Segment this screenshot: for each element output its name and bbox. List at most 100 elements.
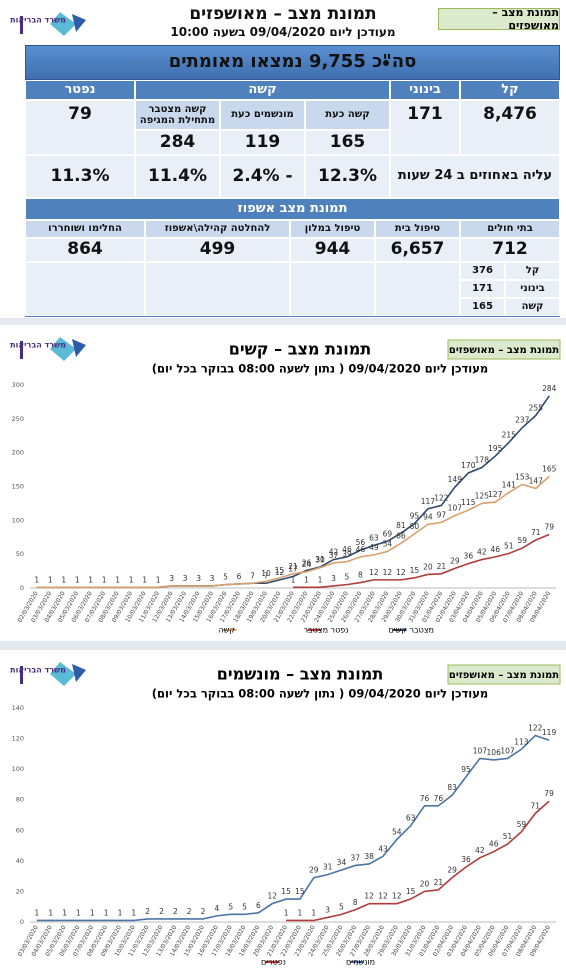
y-tick-label: 250 [12, 415, 24, 423]
data-label: 1 [129, 575, 134, 584]
data-label: 12 [369, 568, 379, 577]
data-label: 215 [502, 431, 517, 440]
data-label: 1 [75, 575, 80, 584]
legend-label: נפטרים [261, 958, 286, 967]
data-label: 6 [237, 572, 242, 581]
data-label: 29 [309, 866, 319, 875]
data-label: 3 [196, 574, 201, 583]
data-label: 107 [473, 746, 488, 755]
data-label: 3 [331, 574, 336, 583]
data-label: 195 [488, 444, 503, 453]
data-label: 46 [489, 840, 499, 849]
data-label: 80 [410, 522, 420, 531]
data-label: 122 [528, 724, 543, 733]
y-tick-label: 100 [12, 516, 24, 524]
data-label: 1 [61, 575, 66, 584]
data-label: 37 [351, 853, 361, 862]
data-label: 127 [488, 490, 503, 499]
data-label: 1 [304, 575, 309, 584]
change-value: 11.3% [25, 155, 135, 198]
value-cell: 864 [25, 238, 145, 262]
data-label: 1 [102, 575, 107, 584]
data-label: 1 [291, 575, 296, 584]
data-label: 5 [339, 902, 344, 911]
sub-header: קשה מצטבר מתחילת המגיפה [135, 100, 220, 130]
data-label: 76 [434, 794, 444, 803]
title: תמונת מצב – מאושפזים [189, 4, 377, 24]
data-label: 119 [542, 728, 557, 737]
legend-label: מצטבר קשים [389, 626, 435, 635]
logo-text: משרד הבריאות [10, 666, 66, 675]
data-label: 5 [345, 573, 350, 582]
data-label: 8 [353, 898, 358, 907]
data-label: 1 [90, 908, 95, 917]
data-label: 3 [169, 574, 174, 583]
data-label: 1 [35, 908, 40, 917]
section-header: תמונת מצב אשפוז [25, 198, 560, 220]
change-label: עליה באחוזים ב 24 שעות [390, 155, 560, 198]
data-label: 71 [530, 801, 540, 810]
data-label: 113 [514, 737, 529, 746]
ventilated-panel [0, 650, 566, 969]
column-header: החלימו ושוחררו [25, 220, 145, 238]
y-tick-label: 200 [12, 449, 24, 457]
data-label: 95 [461, 765, 471, 774]
data-label: 12 [364, 892, 374, 901]
data-label: 12 [275, 568, 285, 577]
value-cell: 284 [135, 130, 220, 155]
column-header: להחלטה קהילה\אשפוז [145, 220, 290, 238]
y-tick-label: 140 [12, 704, 24, 712]
data-label: 12 [383, 568, 393, 577]
badge-text: תמונת מצב – מאושפזים [449, 670, 559, 681]
data-label: 165 [542, 464, 557, 473]
data-label: 1 [298, 908, 303, 917]
column-header: נפטר [25, 80, 135, 100]
value-cell: 712 [460, 238, 560, 262]
y-tick-label: 100 [12, 765, 24, 773]
data-label: 149 [448, 475, 463, 484]
data-label: 1 [115, 575, 120, 584]
chart-title: תמונת מצב – קשים [229, 340, 371, 359]
data-label: 4 [214, 904, 219, 913]
data-label: 2 [159, 907, 164, 916]
data-label: 76 [420, 794, 430, 803]
data-label: 46 [342, 545, 352, 554]
value-cell: 119 [220, 130, 305, 155]
data-label: 1 [48, 575, 53, 584]
data-label: 69 [383, 529, 393, 538]
data-label: 5 [223, 573, 228, 582]
data-label: 54 [392, 827, 402, 836]
data-label: 1 [318, 575, 323, 584]
logo-text: משרד הבריאות [10, 16, 66, 25]
empty-cell [290, 262, 375, 316]
data-label: 39 [342, 550, 352, 559]
chart-subtitle: מעודכן ליום 09/04/2020 ( נתון לשעה 08:00… [152, 362, 488, 376]
logo: משרד הבריאות [10, 12, 86, 36]
data-label: 12 [378, 892, 388, 901]
data-label: 56 [356, 538, 366, 547]
change-value: - 2.4% [220, 155, 305, 198]
y-tick-label: 120 [12, 735, 24, 743]
data-label: 59 [518, 536, 528, 545]
logo: משרד הבריאות [10, 337, 86, 361]
summary-bar: סה"כ 9,755 נמצאו מאומתים [25, 45, 560, 80]
data-label: 42 [475, 846, 485, 855]
column-header: קל [460, 80, 560, 100]
data-label: 6 [256, 901, 261, 910]
change-value: 11.4% [135, 155, 220, 198]
data-label: 1 [142, 575, 147, 584]
data-label: 7 [264, 571, 269, 580]
data-label: 95 [410, 512, 420, 521]
data-label: 29 [450, 556, 460, 565]
data-label: 1 [48, 908, 53, 917]
legend-label: נפטר מצטבר [304, 626, 349, 635]
data-label: 117 [421, 497, 436, 506]
logo-shape [72, 664, 86, 682]
data-label: 284 [542, 384, 557, 393]
data-label: 42 [329, 548, 339, 557]
y-tick-label: 300 [12, 381, 24, 389]
data-label: 1 [88, 575, 93, 584]
data-label: 59 [517, 820, 527, 829]
data-label: 1 [62, 908, 67, 917]
data-label: 54 [383, 539, 393, 548]
